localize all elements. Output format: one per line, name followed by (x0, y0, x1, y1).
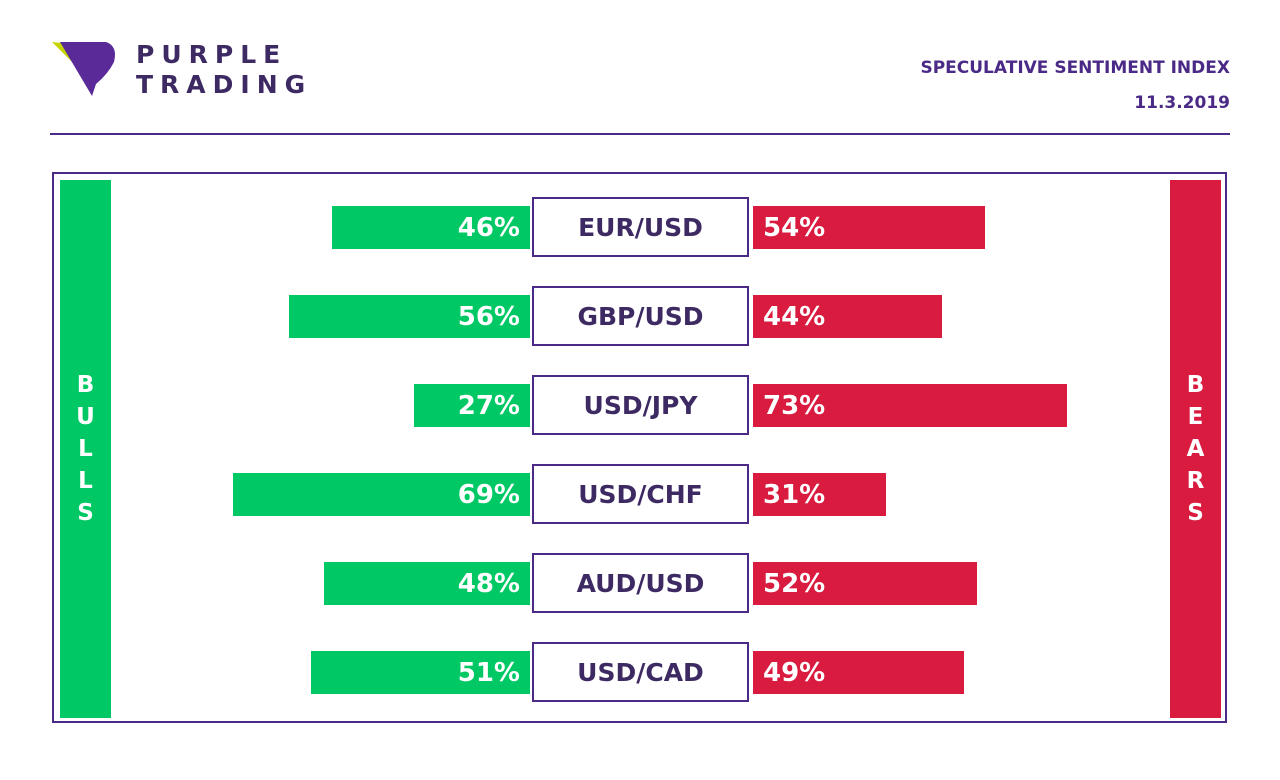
brand-line-2: TRADING (136, 70, 313, 99)
bulls-bar: 46% (332, 206, 530, 249)
purple-trading-logo-icon (52, 42, 115, 96)
bulls-label-text: BULLS (76, 372, 95, 526)
bulls-bar: 51% (310, 651, 530, 694)
bears-bar: 31% (753, 473, 887, 516)
bulls-side-label: BULLS (60, 180, 111, 718)
bulls-bar: 69% (233, 473, 530, 516)
header-divider (50, 133, 1230, 135)
currency-pair-label: USD/JPY (532, 375, 749, 435)
bears-bar: 44% (753, 295, 943, 338)
sentiment-row: 51% USD/CAD 49% (0, 642, 1280, 702)
bears-label-text: BEARS (1186, 372, 1205, 526)
currency-pair-label: USD/CAD (532, 642, 749, 702)
report-date: 11.3.2019 (1134, 93, 1230, 113)
sentiment-row: 56% GBP/USD 44% (0, 286, 1280, 346)
page-title: SPECULATIVE SENTIMENT INDEX (920, 58, 1230, 78)
currency-pair-label: EUR/USD (532, 197, 749, 257)
bears-bar: 52% (753, 562, 977, 605)
sentiment-row: 27% USD/JPY 73% (0, 375, 1280, 435)
bulls-bar: 27% (413, 384, 530, 427)
sentiment-row: 69% USD/CHF 31% (0, 464, 1280, 524)
sentiment-row: 48% AUD/USD 52% (0, 553, 1280, 613)
bears-bar: 73% (753, 384, 1067, 427)
bulls-bar: 56% (289, 295, 530, 338)
sentiment-row: 46% EUR/USD 54% (0, 197, 1280, 257)
brand-line-1: PURPLE (136, 40, 288, 69)
chart-frame (52, 172, 1227, 723)
bears-bar: 54% (753, 206, 986, 249)
bears-bar: 49% (753, 651, 964, 694)
currency-pair-label: GBP/USD (532, 286, 749, 346)
currency-pair-label: USD/CHF (532, 464, 749, 524)
currency-pair-label: AUD/USD (532, 553, 749, 613)
bulls-bar: 48% (323, 562, 530, 605)
bears-side-label: BEARS (1170, 180, 1221, 718)
brand-name: PURPLE TRADING (136, 40, 312, 100)
